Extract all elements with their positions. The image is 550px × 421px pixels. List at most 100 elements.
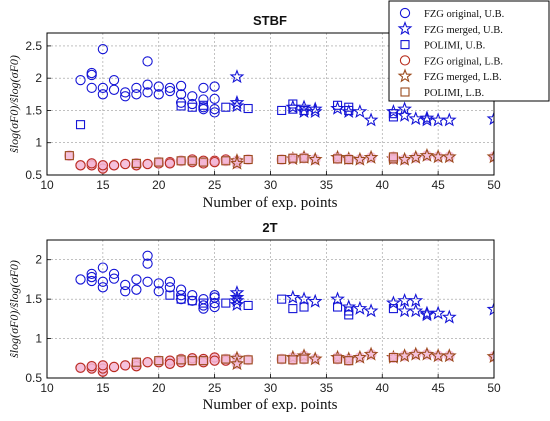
data-point-star — [229, 155, 245, 170]
x-tick-label: 15 — [96, 381, 110, 395]
x-tick-label: 50 — [487, 381, 501, 395]
data-point-star — [486, 301, 494, 316]
data-point-circle — [131, 284, 142, 295]
data-point-circle — [120, 91, 131, 102]
marker-highlight — [186, 355, 198, 367]
data-point-circle — [209, 290, 220, 301]
data-point-star — [441, 348, 457, 363]
data-point-square — [344, 154, 354, 165]
data-point-circle — [187, 295, 198, 306]
data-point-circle — [97, 360, 109, 371]
marker-highlight — [276, 154, 288, 165]
data-point-square — [344, 310, 354, 320]
x-tick-label: 20 — [152, 178, 166, 192]
data-point-square — [243, 154, 253, 165]
y-axis-label: ŝlog(σF0)/ŝlog(σF0) — [7, 260, 21, 358]
data-point-star — [363, 149, 379, 164]
data-point-circle — [164, 158, 176, 169]
data-point-square — [154, 157, 164, 167]
data-point-circle — [108, 273, 120, 284]
data-point-circle — [175, 97, 187, 108]
data-point-circle — [97, 82, 109, 94]
marker-highlight — [175, 155, 187, 167]
marker-highlight — [86, 360, 98, 372]
data-point-star — [397, 348, 413, 363]
marker-highlight — [343, 355, 355, 367]
tick-labels: 10 15 20 25 30 35 40 45 50 0.5 1 1.5 2 2.5 — [25, 39, 501, 192]
data-point-circle — [142, 258, 153, 269]
chart-panel-2t: 10 15 20 25 30 35 40 45 50 0.5 1 1.5 2 2T Number of … — [7, 220, 501, 413]
data-point-circle — [75, 362, 86, 373]
legend-marker-square — [400, 87, 410, 97]
legend-item: POLIMI, L.B. — [400, 87, 484, 99]
data-point-star — [229, 292, 245, 308]
data-point-circle — [75, 274, 86, 285]
data-point-star — [330, 291, 345, 306]
data-point-star — [285, 289, 301, 304]
data-point-circle — [120, 286, 131, 297]
data-point-circle — [108, 361, 120, 373]
marker-highlight — [198, 355, 209, 367]
data-point-star — [363, 303, 379, 318]
data-point-circle — [142, 56, 153, 67]
data-point-circle — [209, 81, 220, 92]
marker-highlight — [131, 157, 142, 169]
data-point-square — [288, 153, 298, 163]
data-point-star — [229, 289, 245, 304]
data-point-circle — [142, 276, 153, 287]
marker-highlight — [97, 359, 109, 371]
data-point-circle — [97, 282, 109, 293]
marker-highlight — [276, 353, 288, 365]
data-point-star — [296, 99, 312, 114]
data-point-square — [332, 100, 343, 110]
marker-highlight — [75, 362, 86, 374]
data-point-circle — [97, 89, 109, 100]
data-point-circle — [97, 262, 109, 273]
data-point-square — [176, 156, 186, 166]
data-point-square — [221, 102, 231, 112]
data-point-circle — [108, 268, 120, 280]
data-point-square — [176, 355, 186, 365]
data-point-circle — [153, 286, 164, 297]
data-point-circle — [97, 43, 109, 55]
axes-box — [46, 32, 495, 176]
legend-item: FZG merged, L.B. — [397, 68, 502, 83]
data-point-star — [419, 110, 435, 125]
data-point-star — [229, 356, 245, 371]
marker-highlight — [388, 352, 399, 363]
x-tick-label: 40 — [376, 178, 390, 192]
data-point-circle — [86, 271, 97, 283]
marker-highlight — [242, 354, 254, 366]
data-point-square — [277, 154, 287, 165]
data-point-square — [187, 156, 197, 166]
legend-label: FZG merged, U.B. — [424, 25, 503, 36]
data-point-square — [299, 354, 309, 364]
data-point-square — [344, 105, 354, 116]
marker-highlight — [142, 158, 153, 170]
y-tick-label: 0.5 — [25, 168, 42, 182]
data-point-square — [165, 290, 175, 300]
data-point-star — [441, 309, 457, 324]
data-point-circle — [131, 274, 142, 285]
data-point-star — [430, 305, 446, 320]
data-point-square — [299, 105, 309, 116]
data-point-circle — [86, 67, 97, 79]
marker-highlight — [287, 152, 299, 164]
x-axis-label: Number of exp. points — [203, 397, 338, 413]
data-point-circle — [209, 104, 220, 115]
data-point-square — [187, 296, 197, 306]
data-point-square — [277, 105, 287, 116]
marker-highlight — [75, 159, 86, 171]
legend-marker-star — [397, 68, 413, 83]
data-point-star — [307, 103, 323, 119]
y-tick-label: 2 — [35, 71, 42, 85]
data-point-circle — [175, 89, 187, 100]
marker-highlight — [108, 159, 120, 171]
data-point-star — [408, 149, 424, 164]
data-point-circle — [209, 107, 220, 118]
data-point-circle — [175, 290, 187, 301]
data-point-circle — [120, 87, 131, 98]
data-point-circle — [153, 81, 164, 92]
data-point-circle — [198, 300, 209, 311]
